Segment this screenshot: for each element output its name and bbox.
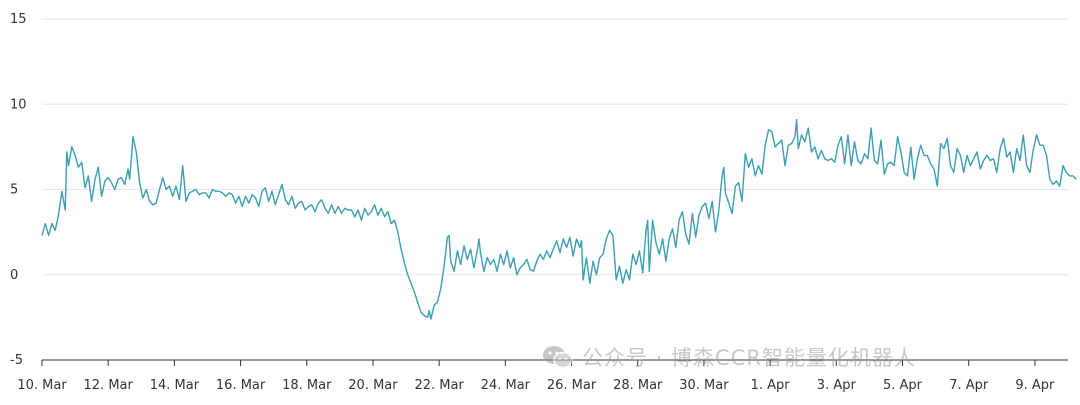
x-tick-label: 22. Mar [414, 378, 464, 393]
x-tick-label: 3. Apr [817, 378, 857, 393]
wechat-icon [543, 346, 573, 369]
x-tick-label: 30. Mar [679, 378, 729, 393]
x-tick-label: 18. Mar [282, 378, 332, 393]
y-tick-label: -5 [10, 353, 23, 368]
x-tick-label: 24. Mar [481, 378, 531, 393]
x-tick-label: 7. Apr [949, 378, 989, 393]
x-tick-label: 14. Mar [150, 378, 200, 393]
y-tick-label: 0 [10, 268, 18, 283]
series-line-0 [41, 118, 1077, 320]
x-axis-ticks: 10. Mar 12. Mar 14. Mar 16. Mar 18. Mar 20. M… [17, 360, 1055, 393]
x-tick-label: 26. Mar [547, 378, 597, 393]
watermark: 公众号 · 博森CCR智能量化机器人 [542, 342, 916, 372]
y-tick-label: 10 [10, 97, 27, 112]
watermark-text: 公众号 · 博森CCR智能量化机器人 [582, 346, 916, 370]
y-tick-label: 15 [10, 12, 27, 27]
x-tick-label: 1. Apr [751, 378, 791, 393]
x-tick-label: 20. Mar [348, 378, 398, 393]
series-layer [41, 118, 1077, 320]
y-axis-ticks: -5 0 5 10 15 [10, 12, 27, 368]
x-tick-label: 16. Mar [216, 378, 266, 393]
x-tick-label: 28. Mar [613, 378, 663, 393]
x-tick-label: 9. Apr [1015, 378, 1055, 393]
x-tick-label: 12. Mar [84, 378, 134, 393]
x-tick-label: 10. Mar [17, 378, 67, 393]
x-tick-label: 5. Apr [883, 378, 923, 393]
y-tick-label: 5 [10, 183, 18, 198]
